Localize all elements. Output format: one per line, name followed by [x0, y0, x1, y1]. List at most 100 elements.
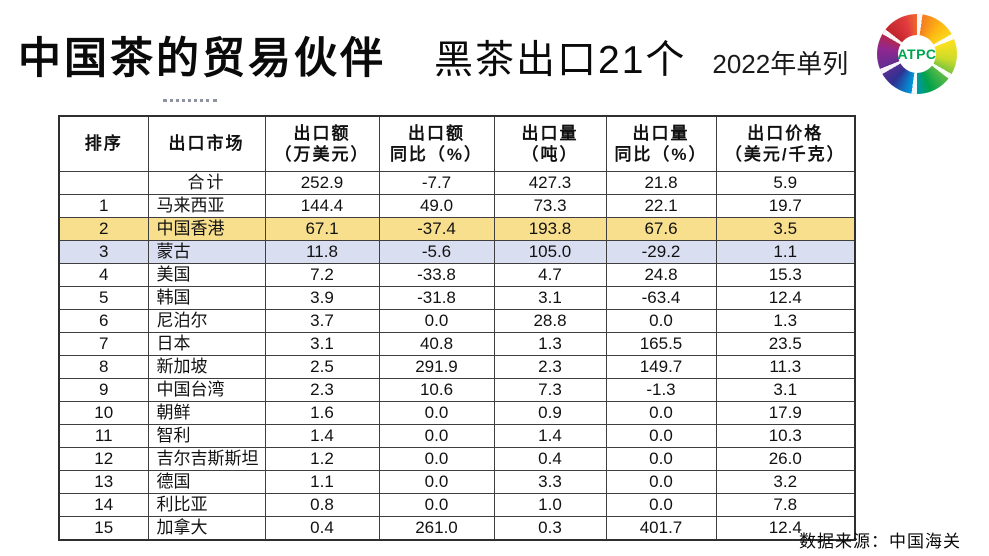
- table-row: 8 新加坡 2.5 291.9 2.3 149.7 11.3: [58, 355, 856, 379]
- value-cell: -63.4: [605, 286, 717, 310]
- table-row: 1 马来西亚 144.4 49.0 73.3 22.1 19.7: [58, 194, 856, 218]
- value-cell: 1.0: [493, 493, 607, 517]
- value-cell: 3.9: [264, 286, 380, 310]
- title-band: 中国茶的贸易伙伴 黑茶出口21个 2022年单列: [18, 24, 869, 94]
- value-cell: 2.3: [493, 355, 607, 379]
- header-line: 出口量: [632, 123, 690, 143]
- value-cell: 67.1: [264, 217, 380, 241]
- value-cell: 149.7: [605, 355, 717, 379]
- cropped-text-artifact: [163, 99, 217, 102]
- value-cell: 22.1: [605, 194, 717, 218]
- table-row: 2 中国香港 67.1 -37.4 193.8 67.6 3.5: [58, 217, 856, 241]
- table-row: 12 吉尔吉斯斯坦 1.2 0.0 0.4 0.0 26.0: [58, 447, 856, 471]
- value-cell: 0.0: [378, 401, 495, 425]
- logo-text: ATPC: [897, 46, 937, 62]
- value-cell: -7.7: [378, 171, 495, 195]
- page-subtitle: 黑茶出口21个: [434, 39, 687, 82]
- col-header-rank: 排序: [58, 115, 149, 172]
- col-header-export-volume: 出口量 （吨）: [493, 115, 607, 172]
- value-cell: 165.5: [605, 332, 717, 356]
- value-cell: 17.9: [715, 401, 856, 425]
- value-cell: 0.4: [493, 447, 607, 471]
- rank-cell: 12: [58, 447, 149, 471]
- value-cell: 15.3: [715, 263, 856, 287]
- value-cell: 261.0: [378, 516, 495, 541]
- value-cell: 0.3: [493, 516, 607, 541]
- value-cell: 0.0: [378, 493, 495, 517]
- rank-cell: 1: [58, 194, 149, 218]
- value-cell: 1.6: [264, 401, 380, 425]
- value-cell: 252.9: [264, 171, 380, 195]
- header-line: （吨）: [521, 145, 579, 164]
- market-cell: 美国: [147, 263, 266, 287]
- header-line: （万美元）: [274, 145, 370, 164]
- value-cell: 24.8: [605, 263, 717, 287]
- value-cell: 11.8: [264, 240, 380, 264]
- value-cell: 0.0: [605, 309, 717, 333]
- value-cell: 12.4: [715, 286, 856, 310]
- rank-cell: 3: [58, 240, 149, 264]
- value-cell: 5.9: [715, 171, 856, 195]
- table-row: 6 尼泊尔 3.7 0.0 28.8 0.0 1.3: [58, 309, 856, 333]
- market-cell: 日本: [147, 332, 266, 356]
- table-row: 10 朝鲜 1.6 0.0 0.9 0.0 17.9: [58, 401, 856, 425]
- export-table: 排序 出口市场 出口额 （万美元） 出口额 同比（%） 出口量 （吨）: [58, 115, 856, 541]
- value-cell: 21.8: [605, 171, 717, 195]
- value-cell: 105.0: [493, 240, 607, 264]
- table-row: 4 美国 7.2 -33.8 4.7 24.8 15.3: [58, 263, 856, 287]
- rank-cell: 5: [58, 286, 149, 310]
- header-line: 出口市场: [168, 134, 245, 154]
- market-cell: 吉尔吉斯斯坦: [147, 447, 266, 471]
- header-line: 出口量: [521, 123, 579, 143]
- value-cell: 1.3: [493, 332, 607, 356]
- table-row: 5 韩国 3.9 -31.8 3.1 -63.4 12.4: [58, 286, 856, 310]
- value-cell: -31.8: [378, 286, 495, 310]
- table-body: 合计 252.9 -7.7 427.3 21.8 5.9 1 马来西亚 144.4 49.0 73.…: [58, 171, 856, 541]
- value-cell: -5.6: [378, 240, 495, 264]
- market-cell: 蒙古: [147, 240, 266, 264]
- rank-cell: 6: [58, 309, 149, 333]
- value-cell: 291.9: [378, 355, 495, 379]
- market-cell: 智利: [147, 424, 266, 448]
- value-cell: 193.8: [493, 217, 607, 241]
- value-cell: 0.0: [378, 309, 495, 333]
- page-title: 中国茶的贸易伙伴: [18, 35, 386, 83]
- value-cell: 0.4: [264, 516, 380, 541]
- table-row: 3 蒙古 11.8 -5.6 105.0 -29.2 1.1: [58, 240, 856, 264]
- data-source-note: 数据来源：中国海关: [799, 532, 961, 551]
- market-cell: 利比亚: [147, 493, 266, 517]
- value-cell: 1.4: [264, 424, 380, 448]
- value-cell: 2.3: [264, 378, 380, 402]
- value-cell: 427.3: [493, 171, 607, 195]
- value-cell: 3.5: [715, 217, 856, 241]
- market-cell: 马来西亚: [147, 194, 266, 218]
- value-cell: 10.6: [378, 378, 495, 402]
- value-cell: 10.3: [715, 424, 856, 448]
- value-cell: -29.2: [605, 240, 717, 264]
- value-cell: 28.8: [493, 309, 607, 333]
- table-row: 11 智利 1.4 0.0 1.4 0.0 10.3: [58, 424, 856, 448]
- header-row: 排序 出口市场 出口额 （万美元） 出口额 同比（%） 出口量 （吨）: [58, 115, 856, 172]
- value-cell: 144.4: [264, 194, 380, 218]
- market-cell: 尼泊尔: [147, 309, 266, 333]
- value-cell: 26.0: [715, 447, 856, 471]
- value-cell: 73.3: [493, 194, 607, 218]
- market-cell: 德国: [147, 470, 266, 494]
- atpc-logo: ATPC: [877, 14, 957, 94]
- market-cell: 加拿大: [147, 516, 266, 541]
- table-row: 9 中国台湾 2.3 10.6 7.3 -1.3 3.1: [58, 378, 856, 402]
- header-line: 同比（%）: [389, 145, 484, 164]
- rank-cell: 14: [58, 493, 149, 517]
- value-cell: 4.7: [493, 263, 607, 287]
- col-header-export-price: 出口价格 （美元/千克）: [715, 115, 856, 172]
- rank-cell: 10: [58, 401, 149, 425]
- table-row: 13 德国 1.1 0.0 3.3 0.0 3.2: [58, 470, 856, 494]
- market-cell: 新加坡: [147, 355, 266, 379]
- value-cell: 0.0: [605, 493, 717, 517]
- value-cell: 3.2: [715, 470, 856, 494]
- logo-core: ATPC: [897, 35, 937, 73]
- value-cell: 3.1: [493, 286, 607, 310]
- rank-cell: 13: [58, 470, 149, 494]
- value-cell: 3.7: [264, 309, 380, 333]
- header-line: （美元/千克）: [724, 145, 846, 164]
